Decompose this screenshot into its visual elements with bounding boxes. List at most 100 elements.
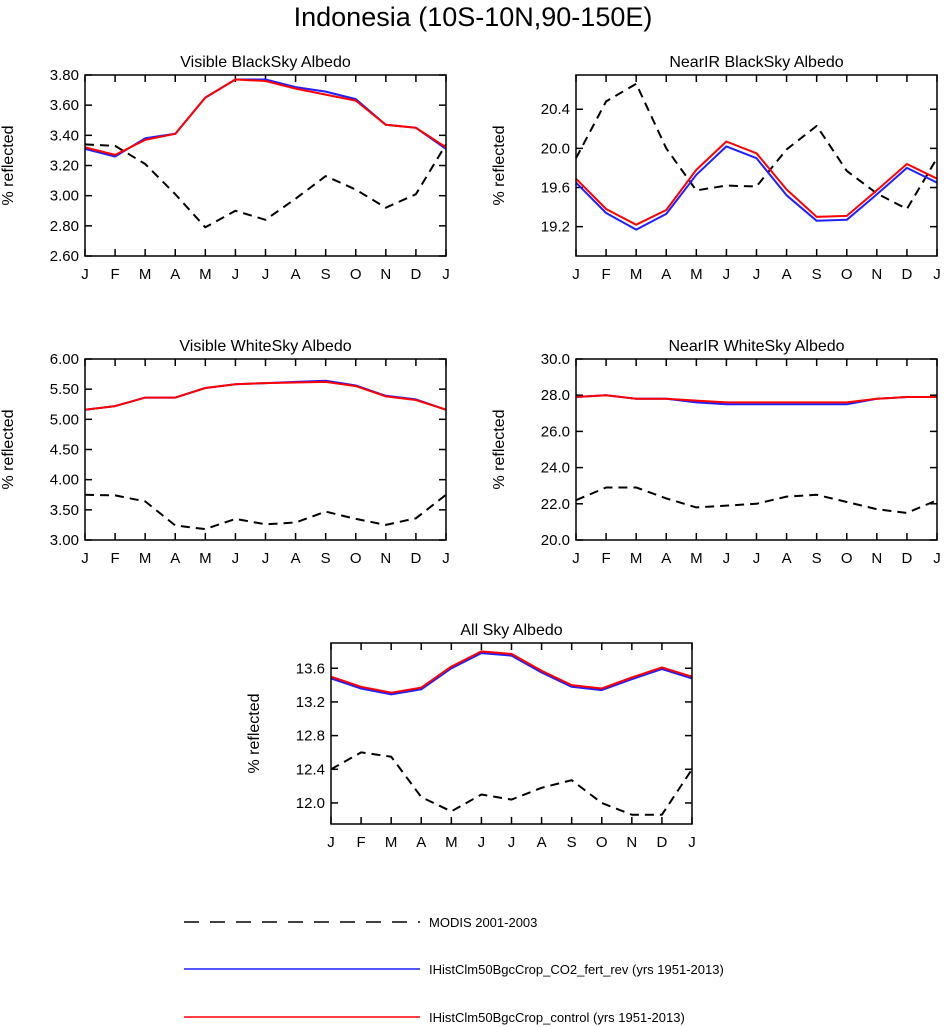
series-line-control: [575, 394, 937, 404]
x-tick-label: O: [350, 550, 362, 567]
x-tick-label: N: [871, 550, 882, 567]
plot-frame: [84, 358, 447, 541]
x-tick-label: D: [410, 266, 421, 283]
y-axis-label: % reflected: [0, 409, 17, 489]
x-tick-label: O: [350, 266, 362, 283]
series-line-modis: [575, 486, 938, 514]
x-tick-label: M: [385, 834, 398, 851]
y-tick-label: 4.50: [50, 442, 79, 459]
x-tick-label: A: [291, 266, 301, 283]
x-tick-label: J: [81, 266, 89, 283]
y-tick-label: 20.0: [541, 140, 570, 157]
x-tick-label: A: [782, 266, 792, 283]
x-tick-label: F: [110, 550, 119, 567]
figure-title: Indonesia (10S-10N,90-150E): [294, 2, 653, 32]
x-tick-label: A: [537, 834, 547, 851]
x-tick-label: J: [723, 266, 731, 283]
x-tick-label: A: [170, 266, 180, 283]
y-tick-label: 4.00: [50, 472, 79, 489]
panel-title: NearIR WhiteSky Albedo: [668, 338, 844, 355]
x-tick-label: S: [567, 834, 577, 851]
panel-nearir-blacksky-albedo: NearIR BlackSky Albedo % reflected J F M A M J J…: [491, 54, 941, 283]
x-tick-label: M: [445, 834, 458, 851]
y-tick-label: 13.6: [296, 660, 325, 677]
plot-frame: [575, 74, 938, 257]
x-tick-label: A: [416, 834, 426, 851]
x-tick-label: F: [356, 834, 365, 851]
y-tick-label: 24.0: [541, 460, 570, 477]
x-tick-label: A: [170, 550, 180, 567]
x-tick-label: J: [508, 834, 516, 851]
panel-nearir-whitesky-albedo: NearIR WhiteSky Albedo % reflected J F M A M J J…: [491, 338, 941, 567]
x-tick-label: M: [630, 550, 643, 567]
x-tick-label: J: [933, 550, 941, 567]
x-tick-label: N: [626, 834, 637, 851]
x-tick-label: N: [380, 266, 391, 283]
y-tick-label: 3.40: [50, 127, 79, 144]
y-tick-label: 6.00: [50, 351, 79, 368]
x-tick-label: D: [901, 266, 912, 283]
x-tick-label: O: [841, 550, 853, 567]
x-tick-label: M: [139, 550, 152, 567]
y-axis-label: % reflected: [491, 409, 508, 489]
x-tick-label: N: [871, 266, 882, 283]
legend-label-control: IHistClm50BgcCrop_control (yrs 1951-2013…: [429, 1010, 685, 1025]
y-tick-label: 22.0: [541, 496, 570, 513]
panel-visible-whitesky-albedo: Visible WhiteSky Albedo % reflected J F M A M J…: [0, 338, 450, 567]
x-tick-label: J: [327, 834, 335, 851]
x-tick-label: M: [690, 550, 703, 567]
x-tick-label: A: [661, 266, 671, 283]
y-tick-label: 3.00: [50, 532, 79, 549]
series-line-modis: [84, 143, 447, 229]
x-tick-label: J: [232, 266, 240, 283]
series-line-control: [330, 650, 693, 694]
y-axis-label: % reflected: [491, 125, 508, 205]
x-tick-label: J: [753, 550, 761, 567]
x-tick-label: O: [841, 266, 853, 283]
y-tick-label: 12.4: [296, 761, 325, 778]
series-line-control: [575, 140, 938, 226]
x-tick-label: S: [321, 550, 331, 567]
x-tick-label: M: [199, 550, 212, 567]
x-tick-label: F: [601, 550, 610, 567]
x-tick-label: J: [442, 266, 450, 283]
y-tick-label: 12.8: [296, 728, 325, 745]
y-tick-label: 12.0: [296, 795, 325, 812]
x-tick-label: J: [933, 266, 941, 283]
y-tick-label: 2.60: [50, 248, 79, 265]
plot-frame: [330, 642, 693, 825]
x-tick-label: A: [782, 550, 792, 567]
x-tick-label: D: [410, 550, 421, 567]
x-tick-label: O: [596, 834, 608, 851]
series-line-co2_fert_rev: [84, 78, 447, 158]
y-tick-label: 19.2: [541, 219, 570, 236]
x-tick-label: F: [601, 266, 610, 283]
y-tick-label: 20.4: [541, 101, 570, 118]
series-line-co2_fert_rev: [575, 145, 938, 231]
x-tick-label: M: [690, 266, 703, 283]
x-tick-label: M: [630, 266, 643, 283]
x-tick-label: D: [656, 834, 667, 851]
plot-frame: [84, 74, 447, 257]
panel-all-sky-albedo: All Sky Albedo % reflected J F M A M J J A S O N D J 12…: [246, 622, 696, 851]
x-tick-label: M: [199, 266, 212, 283]
x-tick-label: A: [291, 550, 301, 567]
x-tick-label: S: [812, 550, 822, 567]
x-tick-label: J: [442, 550, 450, 567]
y-tick-label: 3.80: [50, 67, 79, 84]
y-tick-label: 3.20: [50, 158, 79, 175]
y-tick-label: 30.0: [541, 351, 570, 368]
y-tick-label: 28.0: [541, 387, 570, 404]
series-line-control: [84, 380, 447, 411]
x-tick-label: J: [753, 266, 761, 283]
y-tick-label: 3.60: [50, 97, 79, 114]
y-axis-label: % reflected: [246, 693, 263, 773]
x-tick-label: J: [232, 550, 240, 567]
x-tick-label: S: [812, 266, 822, 283]
x-tick-label: J: [688, 834, 696, 851]
legend-item-control: IHistClm50BgcCrop_control (yrs 1951-2013…: [184, 1010, 685, 1025]
series-line-control: [84, 78, 447, 156]
y-tick-label: 13.2: [296, 694, 325, 711]
plot-frame: [575, 358, 938, 541]
